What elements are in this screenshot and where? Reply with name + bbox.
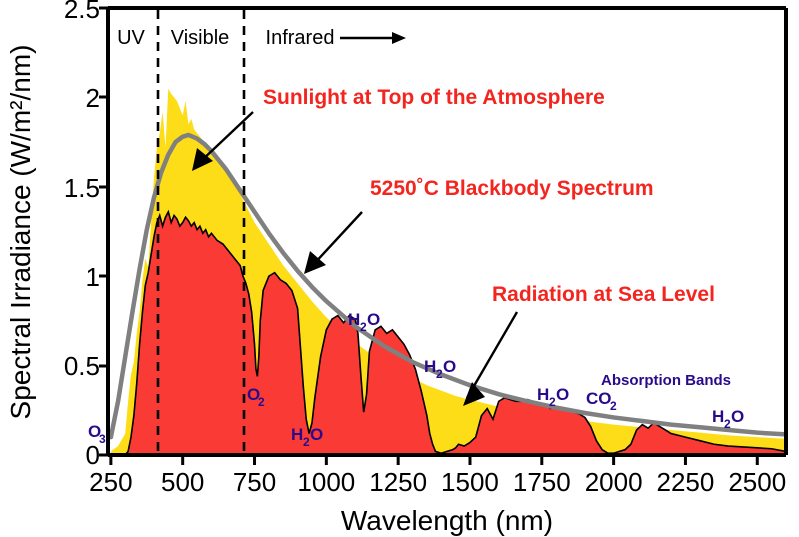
band-label-infrared: Infrared	[266, 27, 335, 49]
svg-text:3: 3	[99, 432, 106, 446]
annotation-arrow-sea-level	[463, 311, 519, 406]
svg-text:2: 2	[303, 435, 310, 449]
band-label-visible: Visible	[171, 27, 230, 49]
svg-text:2: 2	[724, 417, 731, 431]
svg-text:H: H	[291, 425, 303, 444]
svg-text:O: O	[556, 385, 569, 404]
svg-text:2: 2	[549, 395, 556, 409]
molecule-label-h2o-1870: H 2 O	[537, 385, 569, 409]
chart-series-group	[108, 88, 786, 455]
molecule-label-h2o-1380: H 2 O	[424, 357, 456, 381]
svg-text:2: 2	[610, 399, 617, 413]
svg-text:O: O	[731, 407, 744, 426]
molecule-label-h2o-940: H 2 O	[291, 425, 323, 449]
x-tick-label: 2250	[657, 467, 715, 497]
molecule-label-o3: O 3	[88, 422, 106, 446]
svg-text:O: O	[247, 385, 260, 404]
annotation-blackbody: 5250˚C Blackbody Spectrum	[370, 177, 654, 200]
y-tick-label: 1	[86, 262, 100, 292]
svg-text:2: 2	[258, 395, 265, 409]
band-label-uv: UV	[117, 27, 145, 49]
region-dividers	[156, 10, 246, 455]
svg-text:O: O	[310, 425, 323, 444]
x-tick-label: 1000	[297, 467, 355, 497]
x-tick-label: 2000	[585, 467, 643, 497]
x-tick-label: 1750	[513, 467, 571, 497]
y-axis-ticks: 2.5 2 1.5 1 0.5 0	[64, 0, 108, 470]
series-area-sea-level	[110, 209, 786, 455]
svg-text:H: H	[537, 385, 549, 404]
svg-text:H: H	[424, 357, 436, 376]
molecule-label-o2: O 2	[247, 385, 265, 409]
x-tick-label: 1500	[441, 467, 499, 497]
y-tick-label: 1.5	[64, 173, 100, 203]
y-tick-label: 0	[86, 440, 100, 470]
svg-text:O: O	[367, 310, 380, 329]
annotation-sea-level: Radiation at Sea Level	[492, 283, 715, 306]
molecule-label-h2o-2480: H 2 O	[712, 407, 744, 431]
y-tick-label: 2	[86, 83, 100, 113]
annotation-sunlight-top: Sunlight at Top of the Atmosphere	[263, 86, 605, 109]
svg-text:2: 2	[360, 320, 367, 334]
svg-text:O: O	[443, 357, 456, 376]
infrared-arrow-icon	[340, 32, 406, 44]
x-tick-label: 1250	[369, 467, 427, 497]
svg-text:CO: CO	[586, 389, 612, 408]
svg-text:2: 2	[436, 367, 443, 381]
absorption-bands-label: Absorption Bands	[601, 372, 731, 389]
annotation-arrow-blackbody	[304, 211, 363, 274]
x-tick-label: 2500	[728, 467, 786, 497]
svg-text:H: H	[712, 407, 724, 426]
svg-text:H: H	[348, 310, 360, 329]
annotation-arrow-sunlight	[192, 111, 254, 171]
series-line-blackbody	[108, 132, 786, 440]
x-tick-label: 250	[89, 467, 132, 497]
y-tick-label: 2.5	[64, 0, 100, 24]
molecule-label-co2: CO 2	[586, 389, 617, 413]
y-axis-label: Spectral Irradiance (W/m²/nm)	[5, 45, 36, 420]
x-tick-label: 500	[161, 467, 204, 497]
y-tick-label: 0.5	[64, 351, 100, 381]
plot-frame	[106, 6, 788, 457]
x-tick-label: 750	[233, 467, 276, 497]
x-axis-ticks: 250 500 750 1000 1250 1500 1750 2000 2250 2500	[89, 455, 786, 497]
x-axis-label: Wavelength (nm)	[341, 505, 553, 536]
svg-text:O: O	[88, 422, 101, 441]
molecule-label-h2o-1130: H 2 O	[348, 310, 380, 334]
